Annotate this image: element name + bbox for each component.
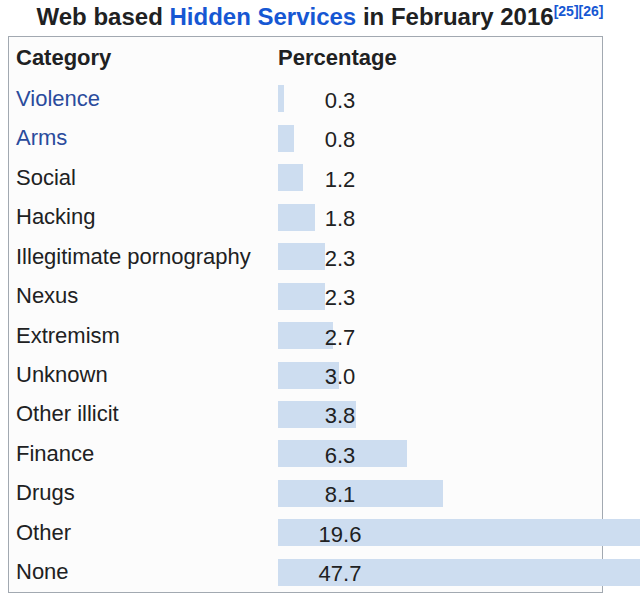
percentage-cell: 1.2 (278, 158, 602, 197)
percentage-value: 47.7 (292, 561, 388, 587)
category-cell: Violence (9, 86, 278, 112)
category-cell: Illegitimate pornography (9, 244, 278, 270)
percentage-value: 19.6 (292, 522, 388, 548)
percentage-value: 1.8 (292, 206, 388, 232)
percentage-value: 8.1 (292, 482, 388, 508)
category-link[interactable]: Violence (16, 86, 100, 112)
table-row: Illegitimate pornography 2.3 (9, 237, 602, 276)
category-cell: Other (9, 520, 278, 546)
percentage-cell: 1.8 (278, 197, 602, 236)
table-row: Unknown 3.0 (9, 355, 602, 394)
category-label: Unknown (16, 362, 108, 388)
category-cell: Other illicit (9, 401, 278, 427)
percentage-value: 1.2 (292, 167, 388, 193)
title-text-prefix: Web based (37, 3, 170, 30)
table-row: Social 1.2 (9, 158, 602, 197)
title-text-suffix: in February 2016 (356, 3, 553, 30)
category-label: None (16, 559, 69, 585)
percentage-value: 3.8 (292, 403, 388, 429)
table-row: Other illicit 3.8 (9, 395, 602, 434)
category-cell: Arms (9, 125, 278, 151)
page: Web based Hidden Services in February 20… (0, 0, 640, 602)
table-body: Violence 0.3 Arms 0.8 Social 1.2 Hacki (9, 79, 602, 592)
table-row: Hacking 1.8 (9, 197, 602, 236)
category-label: Social (16, 165, 76, 191)
percentage-cell: 2.3 (278, 237, 602, 276)
category-cell: Extremism (9, 323, 278, 349)
percentage-cell: 8.1 (278, 474, 602, 513)
percentage-cell: 0.8 (278, 118, 602, 157)
category-cell: Finance (9, 441, 278, 467)
category-header: Category (9, 45, 278, 71)
hidden-services-link[interactable]: Hidden Services (169, 3, 356, 30)
percentage-header: Percentage (278, 37, 602, 79)
table-row: Finance 6.3 (9, 434, 602, 473)
percentage-value: 2.3 (292, 246, 388, 272)
category-cell: Unknown (9, 362, 278, 388)
category-label: Other illicit (16, 401, 119, 427)
category-label: Illegitimate pornography (16, 244, 251, 270)
table-header: Category Percentage (9, 37, 602, 79)
reference-superscript: [25][26] (554, 3, 604, 19)
percentage-value: 2.3 (292, 285, 388, 311)
table-row: Arms 0.8 (9, 118, 602, 157)
category-label: Drugs (16, 480, 75, 506)
table-row: Nexus 2.3 (9, 276, 602, 315)
page-title: Web based Hidden Services in February 20… (0, 0, 640, 31)
reference-26-link[interactable]: [26] (579, 3, 604, 19)
category-cell: Social (9, 165, 278, 191)
percentage-cell: 19.6 (278, 513, 640, 552)
percentage-cell: 3.0 (278, 355, 602, 394)
percentage-cell: 3.8 (278, 395, 602, 434)
percentage-value: 0.3 (292, 88, 388, 114)
category-cell: Hacking (9, 204, 278, 230)
percentage-value: 0.8 (292, 127, 388, 153)
percentage-bar (278, 85, 284, 112)
percentage-value: 3.0 (292, 364, 388, 390)
reference-25-link[interactable]: [25] (554, 3, 579, 19)
category-label: Finance (16, 441, 94, 467)
category-label: Extremism (16, 323, 120, 349)
category-link[interactable]: Arms (16, 125, 67, 151)
category-cell: Nexus (9, 283, 278, 309)
percentage-cell: 2.7 (278, 316, 602, 355)
category-label: Nexus (16, 283, 78, 309)
table-row: Violence 0.3 (9, 79, 602, 118)
percentage-value: 6.3 (292, 443, 388, 469)
percentage-value: 2.7 (292, 325, 388, 351)
percentage-cell: 0.3 (278, 79, 602, 118)
percentage-cell: 6.3 (278, 434, 602, 473)
category-cell: None (9, 559, 278, 585)
table-row: None 47.7 (9, 553, 602, 592)
category-label: Other (16, 520, 71, 546)
percentage-cell: 47.7 (278, 553, 640, 592)
table-row: Drugs 8.1 (9, 474, 602, 513)
table-row: Extremism 2.7 (9, 316, 602, 355)
category-label: Hacking (16, 204, 95, 230)
category-cell: Drugs (9, 480, 278, 506)
hidden-services-table: Category Percentage Violence 0.3 Arms 0.… (8, 36, 603, 593)
table-row: Other 19.6 (9, 513, 602, 552)
percentage-cell: 2.3 (278, 276, 602, 315)
